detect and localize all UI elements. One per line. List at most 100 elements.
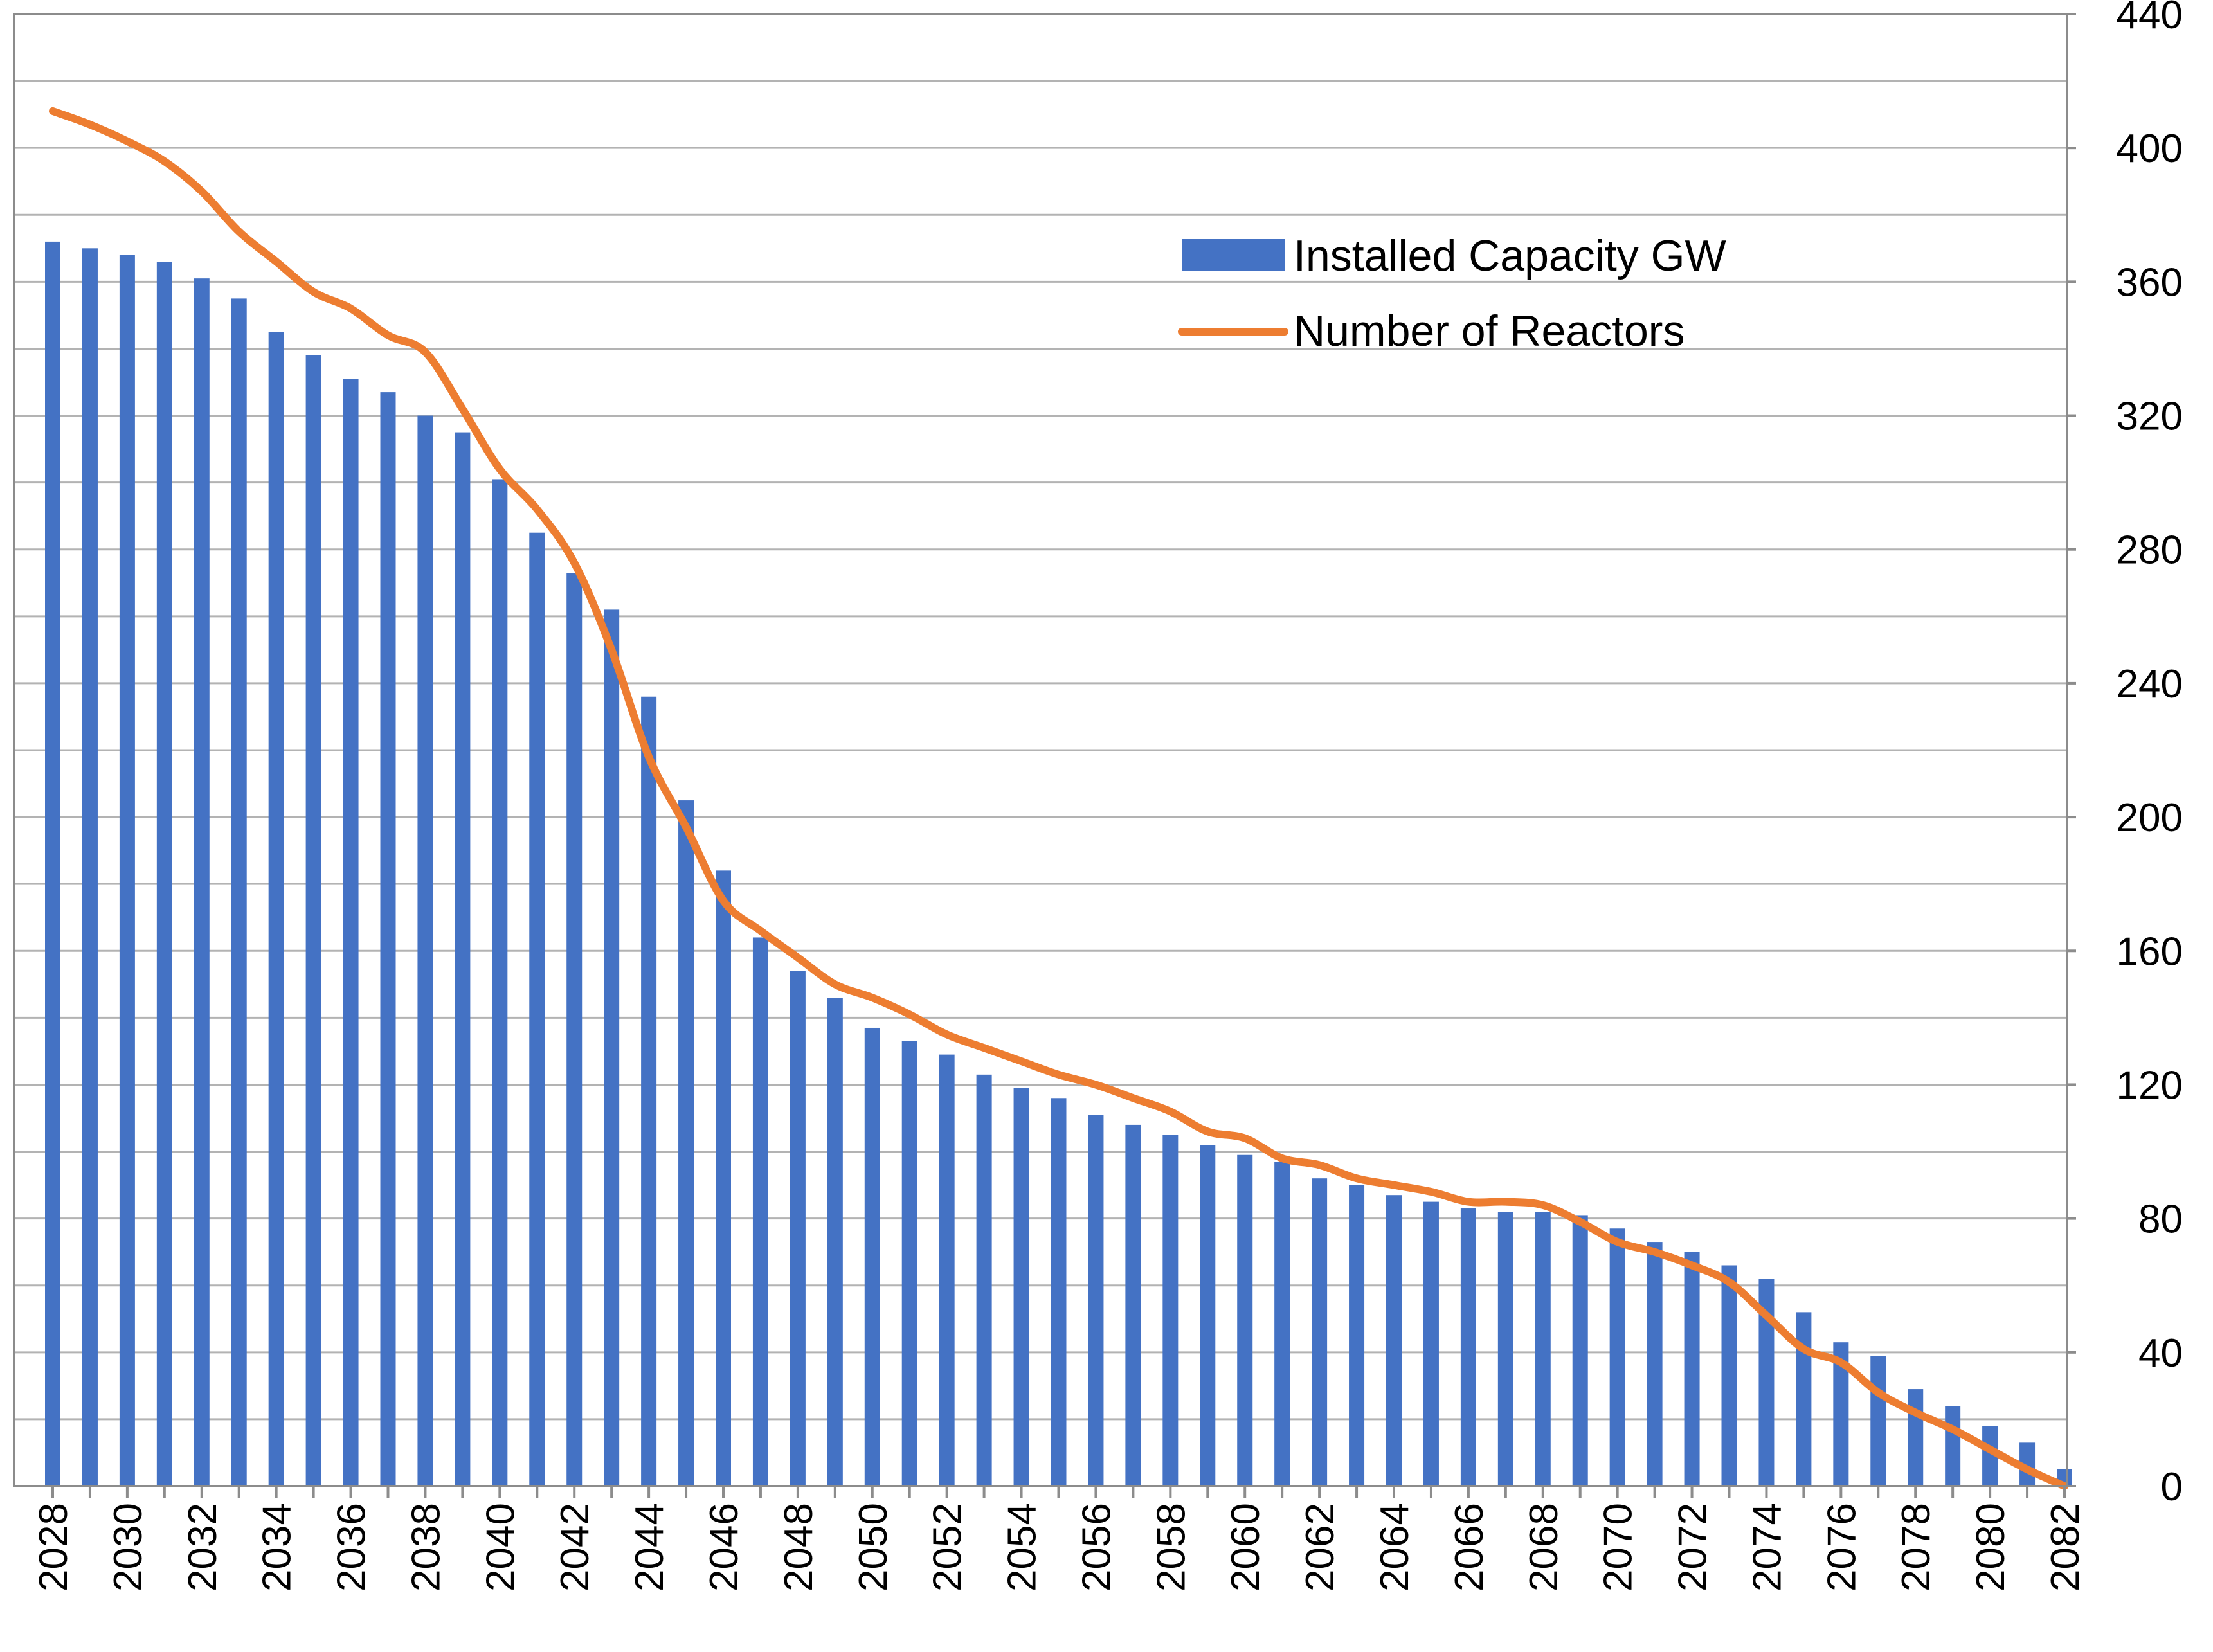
capacity-bar	[790, 971, 806, 1486]
capacity-bar	[45, 241, 60, 1487]
capacity-bar	[939, 1054, 955, 1486]
x-tick-label: 2078	[1894, 1503, 1938, 1592]
x-tick-label: 2040	[478, 1503, 523, 1592]
capacity-bar	[1088, 1115, 1104, 1486]
capacity-bar	[1312, 1178, 1328, 1486]
y-tick-label: 40	[2138, 1331, 2183, 1376]
capacity-bar	[1460, 1208, 1476, 1486]
capacity-bar	[1572, 1215, 1588, 1486]
x-tick-label: 2074	[1745, 1503, 1789, 1592]
x-tick-label: 2052	[926, 1503, 970, 1592]
capacity-bar	[1647, 1242, 1663, 1486]
y-tick-label: 200	[2117, 796, 2183, 840]
capacity-bar	[343, 379, 359, 1487]
x-tick-label: 2058	[1149, 1503, 1193, 1592]
y-tick-label: 440	[2117, 0, 2183, 37]
x-tick-label: 2082	[2043, 1503, 2088, 1592]
y-tick-label: 160	[2117, 929, 2183, 974]
capacity-bar	[716, 870, 731, 1486]
x-tick-label: 2068	[1522, 1503, 1566, 1592]
legend: Installed Capacity GW Number of Reactors	[1178, 231, 1726, 355]
capacity-bar	[864, 1027, 880, 1486]
capacity-bar	[678, 800, 694, 1486]
x-tick-label: 2042	[553, 1503, 597, 1592]
capacity-bar	[1497, 1212, 1513, 1486]
y-tick-label: 80	[2138, 1198, 2183, 1242]
y-tick-label: 400	[2117, 127, 2183, 171]
y-axis-ticks: 0 40 80 120 160 200 240 280 320 360 400 440	[2067, 0, 2183, 1509]
capacity-bar	[417, 415, 433, 1487]
y-tick-label: 0	[2161, 1465, 2183, 1509]
capacity-bar	[156, 262, 172, 1486]
capacity-bar	[1609, 1228, 1625, 1486]
capacity-bar	[305, 355, 321, 1486]
y-tick-label: 320	[2117, 395, 2183, 439]
capacity-bar	[529, 532, 545, 1486]
capacity-bar	[901, 1041, 917, 1486]
x-tick-label: 2032	[181, 1503, 225, 1592]
capacity-bar	[119, 255, 135, 1486]
x-tick-label: 2072	[1671, 1503, 1715, 1592]
capacity-bar	[1796, 1312, 1812, 1486]
reactor-series-line	[49, 107, 2068, 1490]
capacity-bar	[1274, 1162, 1290, 1486]
capacity-bar	[82, 248, 98, 1487]
capacity-bar	[1684, 1252, 1700, 1486]
x-tick-label: 2038	[404, 1503, 448, 1592]
capacity-bar	[1908, 1389, 1924, 1486]
reactor-line-layer	[49, 107, 2068, 1490]
capacity-bar	[604, 609, 620, 1486]
x-tick-label: 2056	[1074, 1503, 1119, 1592]
x-tick-label: 2076	[1820, 1503, 1864, 1592]
capacity-bar	[380, 392, 396, 1486]
capacity-bar	[1200, 1145, 1216, 1486]
x-tick-label: 2070	[1596, 1503, 1641, 1592]
capacity-bar	[231, 298, 247, 1486]
capacity-bar	[1535, 1212, 1551, 1486]
x-tick-label: 2066	[1447, 1503, 1492, 1592]
bars	[45, 241, 2072, 1487]
x-axis-ticks: 2028 2030 2032 2034 2036 2038 2040 2042 2044 2046…	[32, 1486, 2088, 1592]
capacity-bar	[1162, 1135, 1179, 1486]
capacity-bar	[455, 432, 471, 1487]
capacity-bar	[1349, 1185, 1365, 1486]
x-tick-label: 2044	[628, 1503, 672, 1592]
capacity-bar	[752, 937, 768, 1486]
capacity-bar	[1051, 1098, 1067, 1486]
capacity-bar	[1237, 1154, 1253, 1486]
axes	[13, 13, 2068, 1487]
x-tick-label: 2034	[255, 1503, 300, 1592]
capacity-bar	[1013, 1088, 1029, 1486]
capacity-bar	[976, 1074, 992, 1486]
x-tick-label: 2062	[1298, 1503, 1342, 1592]
legend-label-reactors: Number of Reactors	[1294, 307, 1685, 355]
y-tick-label: 360	[2117, 260, 2183, 305]
capacity-bar	[566, 573, 583, 1486]
capacity-bar	[827, 998, 843, 1486]
x-tick-label: 2028	[32, 1503, 76, 1592]
capacity-bar	[641, 696, 657, 1486]
y-tick-label: 240	[2117, 662, 2183, 706]
x-tick-label: 2064	[1373, 1503, 1417, 1592]
legend-swatch-bar	[1182, 239, 1285, 271]
capacity-bar	[492, 479, 508, 1486]
capacity-bar	[1721, 1265, 1737, 1486]
x-tick-label: 2036	[330, 1503, 374, 1592]
x-tick-label: 2060	[1224, 1503, 1268, 1592]
capacity-bar	[1386, 1195, 1402, 1486]
x-tick-label: 2048	[777, 1503, 821, 1592]
x-tick-label: 2050	[851, 1503, 896, 1592]
legend-label-capacity: Installed Capacity GW	[1294, 231, 1726, 280]
capacity-bar	[1945, 1406, 1961, 1486]
x-tick-label: 2030	[106, 1503, 150, 1592]
capacity-bar	[268, 332, 284, 1486]
gridlines	[14, 13, 2067, 1421]
capacity-bar	[1423, 1201, 1439, 1486]
capacity-bar	[1125, 1124, 1141, 1486]
x-tick-label: 2080	[1969, 1503, 2013, 1592]
y-tick-label: 280	[2117, 528, 2183, 573]
x-tick-label: 2046	[702, 1503, 746, 1592]
capacity-bar	[1870, 1356, 1886, 1486]
capacity-bar	[194, 278, 210, 1487]
